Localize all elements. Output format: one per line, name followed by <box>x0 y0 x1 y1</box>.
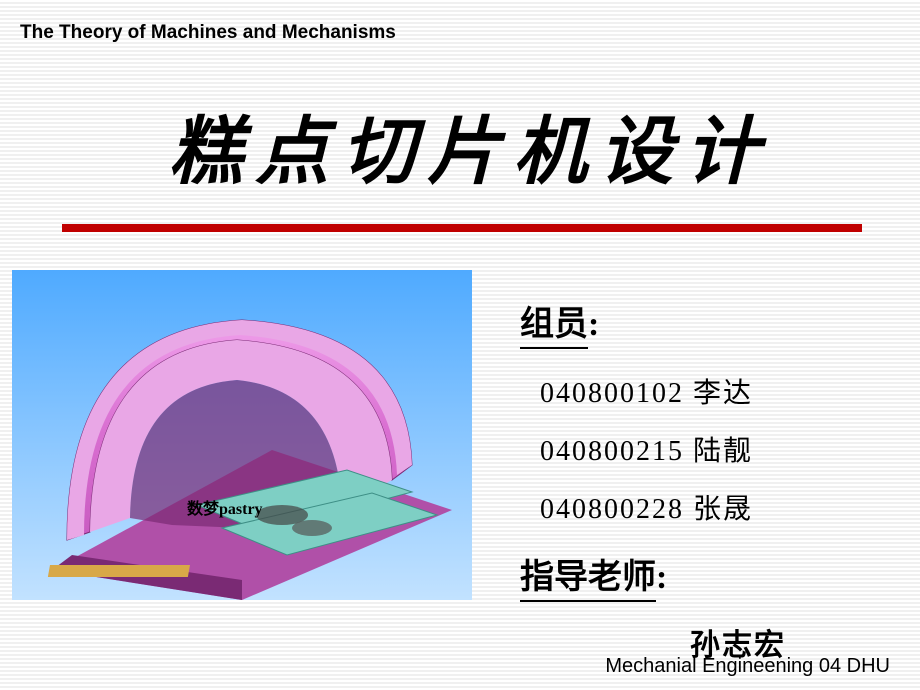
members-label-row: 组员: <box>520 296 900 353</box>
illustration-label: 数梦pastry <box>187 499 263 518</box>
advisor-label-row: 指导老师: <box>520 549 900 606</box>
advisor-label: 指导老师 <box>520 549 656 602</box>
member-name-3: 张晟 <box>693 494 753 525</box>
members-label: 组员 <box>520 296 588 349</box>
members-colon: : <box>588 306 599 343</box>
member-row-2: 040800215 陆靓 <box>540 429 900 469</box>
member-name-1: 李达 <box>693 378 753 409</box>
member-id-1: 040800102 <box>540 378 684 409</box>
advisor-colon: : <box>656 559 667 596</box>
course-header: The Theory of Machines and Mechanisms <box>20 22 396 44</box>
member-id-3: 040800228 <box>540 494 684 525</box>
member-id-2: 040800215 <box>540 436 684 467</box>
footer-text: Mechanial Engineening 04 DHU <box>605 655 890 678</box>
member-row-1: 040800102 李达 <box>540 371 900 411</box>
main-title: 糕点切片机设计 <box>80 92 860 199</box>
member-row-3: 040800228 张晟 <box>540 487 900 527</box>
title-underline <box>62 224 862 232</box>
member-name-2: 陆靓 <box>693 436 753 467</box>
machine-illustration: 数梦pastry <box>12 270 472 600</box>
info-block: 组员: 040800102 李达 040800215 陆靓 040800228 … <box>520 296 900 664</box>
